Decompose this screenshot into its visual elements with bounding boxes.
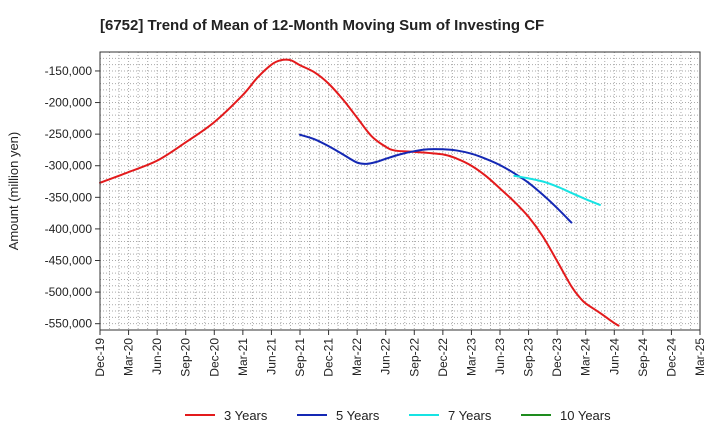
x-tick-label: Dec-21 xyxy=(322,338,336,377)
x-tick-label: Dec-20 xyxy=(207,338,221,377)
x-tick-label: Mar-22 xyxy=(350,338,364,376)
y-tick-label: -350,000 xyxy=(45,190,93,204)
y-tick-label: -200,000 xyxy=(45,96,93,110)
y-tick-label: -400,000 xyxy=(45,222,93,236)
y-axis-label: Amount (million yen) xyxy=(6,132,21,251)
y-tick-label: -250,000 xyxy=(45,127,93,141)
legend-label-5-years: 5 Years xyxy=(336,408,380,423)
x-tick-label: Mar-24 xyxy=(579,338,593,376)
x-tick-label: Sep-23 xyxy=(522,338,536,377)
x-tick-label: Jun-21 xyxy=(264,338,278,375)
x-tick-label: Jun-22 xyxy=(379,338,393,375)
x-tick-label: Mar-25 xyxy=(693,338,707,376)
x-tick-label: Dec-24 xyxy=(664,338,678,377)
x-tick-label: Sep-20 xyxy=(179,338,193,377)
plot-border xyxy=(99,51,701,331)
series-line-3-years xyxy=(99,58,620,327)
x-tick-label: Sep-22 xyxy=(407,338,421,377)
x-tick-label: Sep-21 xyxy=(293,338,307,377)
y-tick-label: -550,000 xyxy=(45,317,93,331)
legend: 3 Years 5 Years 7 Years 10 Years xyxy=(185,408,611,423)
y-tick-label: -300,000 xyxy=(45,159,93,173)
y-tick-label: -500,000 xyxy=(45,285,93,299)
chart-title: [6752] Trend of Mean of 12-Month Moving … xyxy=(100,17,544,34)
x-tick-label: Jun-23 xyxy=(493,338,507,375)
x-tick-label: Dec-23 xyxy=(550,338,564,377)
y-tick-label: -450,000 xyxy=(45,254,93,268)
x-tick-label: Sep-24 xyxy=(636,338,650,377)
x-ticks: Dec-19 Mar-20 Jun-20 Sep-20 Dec-20 Mar-21 Jun-… xyxy=(93,330,707,377)
series-line-5-years xyxy=(299,133,573,224)
x-tick-label: Mar-23 xyxy=(464,338,478,376)
series-lines xyxy=(99,58,620,327)
x-tick-label: Mar-20 xyxy=(122,338,136,376)
y-ticks: -150,000 -200,000 -250,000 -300,000 -350,000… xyxy=(45,64,100,331)
legend-label-3-years: 3 Years xyxy=(224,408,268,423)
x-tick-label: Jun-20 xyxy=(150,338,164,375)
legend-label-10-years: 10 Years xyxy=(560,408,611,423)
x-tick-label: Jun-24 xyxy=(607,338,621,375)
legend-label-7-years: 7 Years xyxy=(448,408,492,423)
x-tick-label: Dec-19 xyxy=(93,338,107,377)
x-tick-label: Dec-22 xyxy=(436,338,450,377)
x-tick-label: Mar-21 xyxy=(236,338,250,376)
y-tick-label: -150,000 xyxy=(45,64,93,78)
series-line-7-years xyxy=(513,174,601,206)
